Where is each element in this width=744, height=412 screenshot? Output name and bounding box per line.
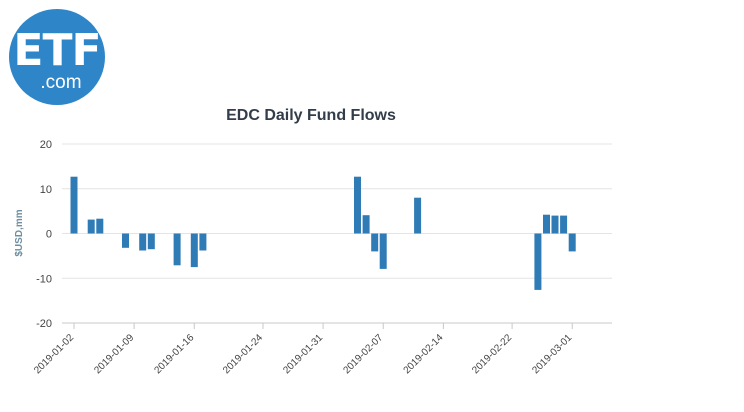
x-axis: 2019-01-02 2019-01-09 2019-01-16 2019-01-24… bbox=[32, 322, 612, 376]
bar bbox=[560, 215, 568, 234]
bar bbox=[96, 218, 104, 234]
x-tick-label: 2019-01-31 bbox=[281, 332, 325, 376]
chart-title: EDC Daily Fund Flows bbox=[226, 107, 396, 124]
bar bbox=[147, 233, 155, 250]
x-tick-label: 2019-01-02 bbox=[32, 332, 76, 376]
x-tick-label: 2019-02-07 bbox=[341, 332, 385, 376]
x-tick-label: 2019-01-16 bbox=[152, 332, 196, 376]
y-tick-labels: 20 10 0 -10 -20 bbox=[36, 139, 52, 330]
y-tick-label: 20 bbox=[40, 139, 52, 151]
y-tick-label: 0 bbox=[46, 229, 52, 241]
bar bbox=[534, 233, 542, 290]
x-tick-label: 2019-01-09 bbox=[92, 332, 136, 376]
etf-logo[interactable]: ETF .com bbox=[9, 9, 105, 105]
bar bbox=[371, 233, 379, 252]
bar bbox=[122, 233, 129, 248]
y-tick-label: 10 bbox=[40, 184, 52, 196]
bar bbox=[551, 215, 559, 234]
bar bbox=[190, 233, 198, 268]
x-tick-label: 2019-01-24 bbox=[221, 332, 265, 376]
bar bbox=[70, 176, 78, 234]
bar bbox=[414, 197, 422, 234]
bar bbox=[87, 219, 95, 234]
bar bbox=[173, 233, 181, 266]
bars bbox=[70, 176, 576, 290]
x-tick-label: 2019-02-14 bbox=[402, 332, 446, 376]
logo-subtext: .com bbox=[40, 72, 82, 93]
bar bbox=[543, 214, 550, 234]
bar bbox=[379, 233, 387, 269]
logo-text: ETF bbox=[13, 25, 101, 76]
y-axis-label: $USD,mm bbox=[14, 209, 25, 256]
x-tick-label: 2019-02-22 bbox=[470, 332, 514, 376]
x-tick-label: 2019-03-01 bbox=[530, 332, 574, 376]
y-tick-label: -20 bbox=[36, 318, 52, 330]
bar bbox=[199, 233, 207, 251]
bar bbox=[354, 176, 361, 234]
bar bbox=[568, 233, 576, 252]
bar bbox=[139, 233, 147, 251]
y-tick-label: -10 bbox=[36, 273, 52, 285]
bar bbox=[362, 215, 370, 234]
